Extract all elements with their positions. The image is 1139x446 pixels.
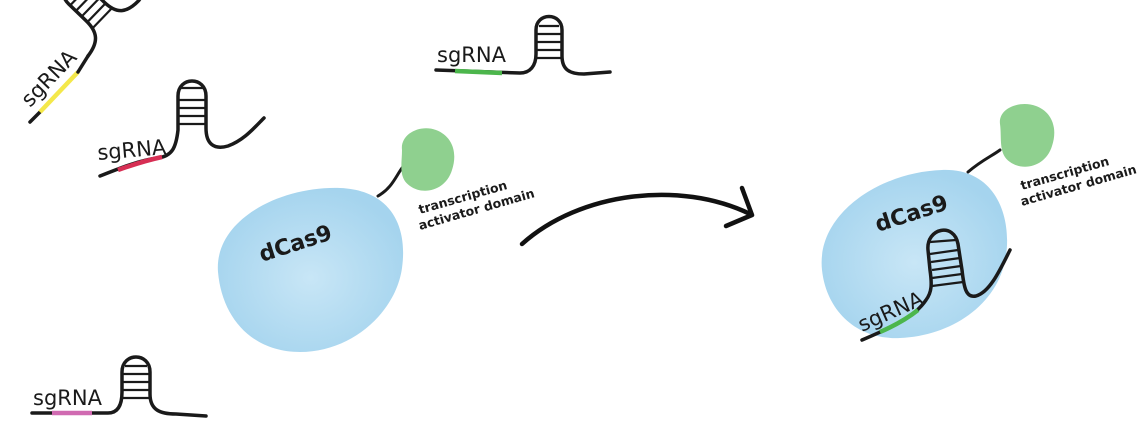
sgrna-red: sgRNA — [96, 79, 266, 178]
arrowhead — [723, 185, 755, 229]
tether-left — [376, 166, 404, 198]
sgrna-label-red: sgRNA — [96, 135, 167, 165]
sgrna-label-green-top: sgRNA — [437, 43, 507, 67]
dcas9-left: dCas9 transcription activator domain — [217, 128, 536, 352]
green-guide-segment-bound — [879, 308, 920, 335]
sgrna-yellow: sgRNA — [16, 0, 168, 124]
transition-arrow — [519, 185, 755, 247]
activator-domain-right — [999, 104, 1055, 167]
tether-right — [966, 148, 1002, 174]
yellow-guide-segment — [38, 70, 80, 114]
red-guide-segment — [117, 154, 163, 173]
sgrna-green-top: sgRNA — [434, 14, 612, 76]
activator-domain-left — [401, 128, 455, 191]
arrow-curve — [519, 192, 753, 247]
dcas9-protein-right — [821, 169, 1008, 339]
green-guide-segment-top — [454, 68, 503, 76]
dcas9-protein-left — [217, 187, 404, 352]
sgrna-magenta: sgRNA — [30, 355, 208, 418]
dcas9-complex-right: dCas9 transcription activator domain sgR… — [821, 104, 1138, 342]
sgrna-label-magenta: sgRNA — [33, 386, 103, 410]
